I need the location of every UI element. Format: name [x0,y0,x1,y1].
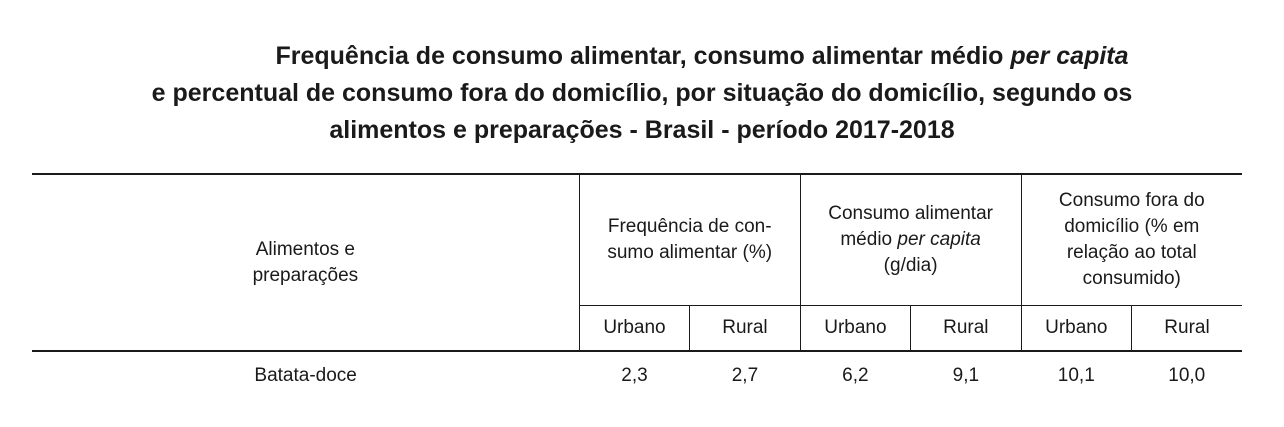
subheader-urbano: Urbano [799,305,911,352]
title-line-2: e percentual de consumo fora do domicíli… [151,79,1133,107]
group-header-frequency: Frequência de con- sumo alimentar (%) [578,173,801,306]
data-table: Alimentos e preparações Frequência de co… [32,173,1242,400]
title-line-3: alimentos e preparações - Brasil - perío… [329,116,955,144]
table-row: Batata-doce 2,3 2,7 6,2 9,1 10,1 10,0 [32,351,1242,400]
cell-value: 9,1 [952,365,980,386]
cell-value: 6,2 [842,365,869,386]
group-header-consumption: Consumo alimentar médio per capita (g/di… [799,173,1022,306]
subheader-rural: Rural [910,305,1022,352]
column-header-foods: Alimentos e preparações [32,173,580,352]
header-row-subheaders: Urbano Rural Urbano Rural Urbano Rural [32,305,1242,352]
cell-value: 10,1 [1057,365,1095,386]
subheader-urbano: Urbano [1020,305,1132,352]
title-line-1: Frequência de consumo alimentar, consumo… [275,42,1129,70]
header-row-groups: Alimentos e preparações Frequência de co… [32,173,1242,352]
table-title: Frequência de consumo alimentar, consumo… [0,38,1284,149]
cell-value: 10,0 [1168,365,1206,386]
cell-value: 2,7 [731,365,759,386]
subheader-rural: Rural [689,305,801,352]
group-header-outside-home: Consumo fora do domicílio (% em relação … [1020,173,1242,306]
cell-value: 2,3 [621,365,648,386]
title-italic-term: per capita [1010,42,1129,70]
subheader-rural: Rural [1131,305,1242,352]
subheader-urbano: Urbano [578,305,690,352]
row-label: Batata-doce [254,365,357,386]
